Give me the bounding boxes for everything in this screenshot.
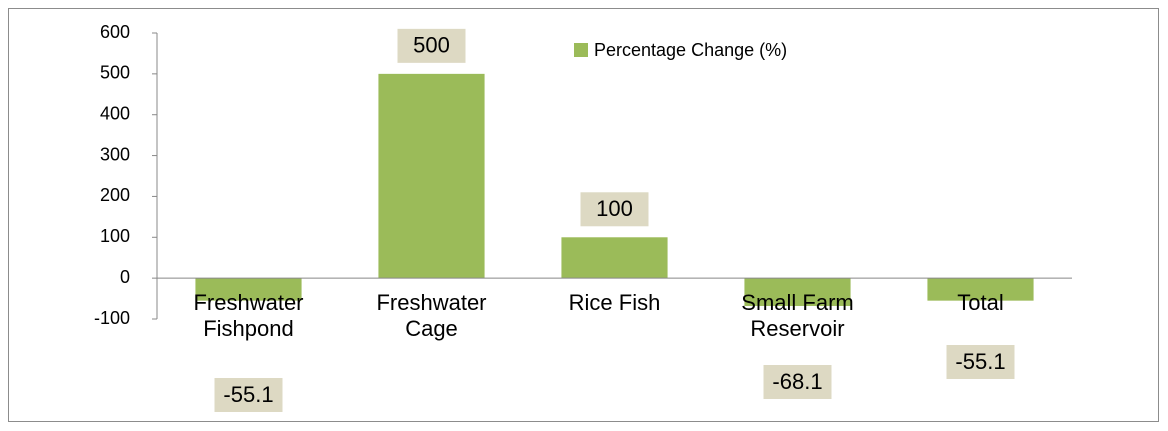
y-tick-label: 0 bbox=[120, 267, 130, 287]
chart-border bbox=[8, 8, 1159, 422]
y-tick-label: 600 bbox=[100, 22, 130, 42]
bar bbox=[195, 278, 302, 301]
bar bbox=[378, 73, 485, 279]
legend-swatch bbox=[574, 43, 588, 57]
data-label-box bbox=[763, 365, 832, 399]
y-tick-label: 200 bbox=[100, 185, 130, 205]
data-label-box bbox=[580, 192, 649, 227]
x-tick-label: Total bbox=[957, 290, 1004, 315]
bar bbox=[927, 278, 1034, 301]
data-label: 100 bbox=[596, 196, 633, 221]
y-tick-label: 500 bbox=[100, 63, 130, 83]
bar bbox=[744, 278, 851, 306]
legend-label: Percentage Change (%) bbox=[594, 40, 787, 60]
x-tick-label: Freshwater Fishpond bbox=[193, 290, 304, 341]
data-label: -55.1 bbox=[955, 349, 1005, 374]
x-tick-label: Freshwater Cage bbox=[376, 290, 487, 341]
data-label: -55.1 bbox=[223, 382, 273, 407]
x-tick-label: Rice Fish bbox=[568, 290, 661, 315]
y-tick-label: 100 bbox=[100, 226, 130, 246]
data-label: 500 bbox=[413, 33, 450, 58]
data-label-box bbox=[214, 378, 283, 412]
data-label-box bbox=[946, 345, 1015, 379]
bar bbox=[561, 237, 668, 279]
y-tick-label: 300 bbox=[100, 144, 130, 164]
data-label-box bbox=[397, 28, 466, 63]
y-tick-label: -100 bbox=[94, 308, 130, 328]
x-tick-label: Small Farm Reservoir bbox=[741, 290, 854, 341]
data-label: -68.1 bbox=[772, 369, 822, 394]
y-tick-label: 400 bbox=[100, 103, 130, 123]
